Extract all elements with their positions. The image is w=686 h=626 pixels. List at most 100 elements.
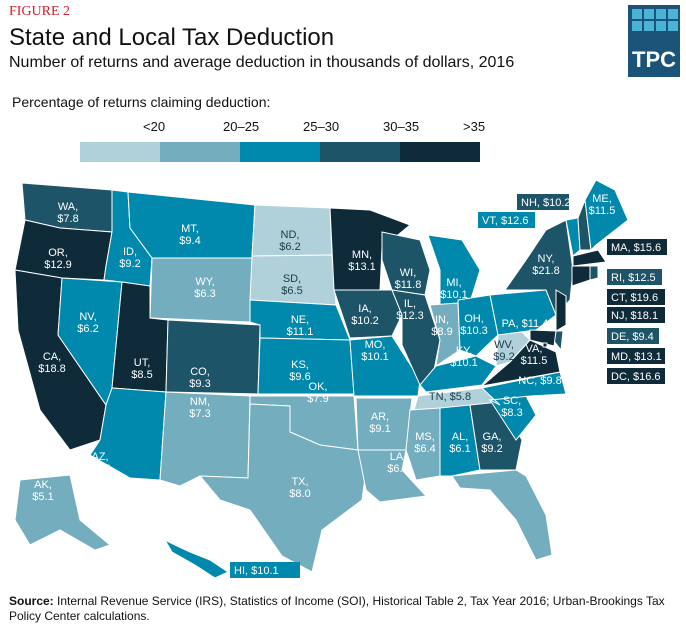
state-label-al: AL, $6.1 (449, 431, 470, 455)
state-label-oh: OH, $10.3 (460, 313, 488, 337)
callout-label-ma: MA, $15.6 (611, 242, 661, 254)
callout-label-hi: HI, $10.1 (234, 565, 279, 577)
state-label-in: IN, $8.9 (431, 314, 452, 338)
callout-box-ma (607, 239, 667, 255)
state-label-ny: NY, $21.8 (532, 253, 560, 277)
state-oh (457, 294, 499, 357)
state-label-ia: IA, $10.2 (351, 303, 379, 327)
state-tx (198, 403, 367, 573)
state-label-ut: UT, $8.5 (131, 357, 152, 381)
state-label-co: CO, $9.3 (189, 366, 210, 390)
state-in (429, 302, 461, 368)
callout-label-nj: NJ, $18.1 (611, 310, 658, 322)
state-ri (589, 265, 599, 281)
state-hi (163, 538, 230, 579)
callout-box-md (607, 348, 665, 364)
state-label-wi: WI, $11.8 (395, 267, 422, 291)
state-nj (555, 289, 567, 332)
state-label-sc: SC, $8.3 (501, 395, 522, 419)
tpc-logo: TPC (628, 5, 680, 77)
state-label-tx: TX, $8.0 (289, 476, 310, 500)
state-label-mt: MT, $9.4 (179, 223, 200, 247)
legend-label: 20–25 (223, 119, 260, 134)
state-label-va: VA, $11.5 (521, 343, 548, 367)
state-label-wa: WA, $7.8 (57, 201, 78, 225)
state-fl (451, 469, 553, 561)
state-label-fl: FL, $7.2 (539, 479, 560, 503)
state-label-nd: ND, $6.2 (279, 229, 300, 253)
state-label-mi: MI, $10.1 (440, 277, 468, 301)
logo-text: TPC (632, 47, 676, 72)
state-label-pa: PA, $11.4 (502, 318, 549, 330)
legend-label: 30–35 (383, 119, 420, 134)
callout-label-de: DE, $9.4 (611, 331, 654, 343)
figure-label: FIGURE 2 (9, 4, 71, 19)
state-ct (571, 265, 591, 287)
state-label-sd: SD, $6.5 (281, 273, 302, 297)
state-label-ar: AR, $9.1 (369, 411, 390, 435)
state-md (529, 329, 557, 347)
state-label-or: OR, $12.9 (44, 247, 72, 271)
chart-title: State and Local Tax Deduction (9, 24, 335, 51)
state-label-la: LA, $6.7 (387, 451, 408, 475)
callout-box-ct (607, 289, 665, 305)
callout-box-dc (607, 368, 665, 384)
callout-label-nh: NH, $10.2 (521, 197, 571, 209)
state-ms (405, 407, 441, 481)
legend-label: 25–30 (303, 119, 340, 134)
state-label-id: ID, $9.2 (119, 246, 140, 270)
callout-label-ct: CT, $19.6 (611, 292, 658, 304)
state-label-me: ME, $11.5 (589, 193, 616, 217)
source-text: Internal Revenue Service (IRS), Statisti… (9, 594, 665, 623)
us-map: WA, $7.8 OR, $12.9 CA, $18.8 NV, $6.2 ID, $9.2 MT,… (14, 179, 667, 579)
source-note: Source: Internal Revenue Service (IRS), … (9, 594, 679, 624)
state-ak (14, 474, 112, 551)
callout-box-vt (478, 212, 535, 228)
callout-box-de (607, 328, 659, 344)
state-label-az: AZ, $7.6 (89, 451, 110, 475)
source-label: Source: (9, 594, 54, 608)
legend-swatch (80, 142, 160, 162)
legend-label: >35 (463, 119, 486, 134)
state-ma (572, 249, 607, 267)
callout-box-nh (517, 194, 569, 210)
state-ia (333, 289, 403, 339)
state-label-ks: KS, $9.6 (289, 359, 310, 383)
legend-swatch (320, 142, 400, 162)
state-label-mn: MN, $13.1 (348, 249, 376, 273)
state-label-nv: NV, $6.2 (77, 311, 98, 335)
callout-label-dc: DC, $16.6 (611, 371, 661, 383)
state-label-ky: KY, $10.1 (450, 345, 478, 369)
callout-box-nj (607, 307, 665, 323)
state-label-tn: TN, $5.8 (429, 391, 471, 403)
callout-box-hi (230, 562, 300, 578)
state-label-ne: NE, $11.1 (287, 314, 314, 338)
state-al (439, 404, 481, 477)
state-label-wy: WY, $6.3 (194, 276, 215, 300)
state-label-nm: NM, $7.3 (189, 396, 210, 420)
state-mo (349, 335, 421, 397)
state-label-ak: AK, $5.1 (32, 479, 53, 503)
state-wv (495, 329, 531, 367)
state-label-ms: MS, $6.4 (414, 431, 435, 455)
callout-box-ri (607, 269, 662, 285)
state-co (165, 319, 261, 395)
legend-swatch (400, 142, 480, 162)
state-label-il: IL, $12.3 (396, 298, 424, 322)
callout-label-vt: VT, $12.6 (482, 215, 528, 227)
state-label-ok: OK, $7.9 (307, 381, 328, 405)
state-label-mo: MO, $10.1 (361, 339, 389, 363)
state-label-ga: GA, $9.2 (481, 431, 502, 455)
legend-title: Percentage of returns claiming deduction… (12, 94, 271, 110)
state-dc (542, 342, 548, 348)
state-pa (489, 289, 557, 336)
callout-label-md: MD, $13.1 (611, 351, 662, 363)
state-label-ca: CA, $18.8 (38, 351, 66, 375)
state-label-nc: NC, $9.8 (518, 375, 561, 387)
chart-subtitle: Number of returns and average deduction … (9, 54, 515, 71)
legend-swatch (160, 142, 240, 162)
state-label-wv: WV, $9.2 (493, 339, 514, 363)
legend-label: <20 (143, 119, 166, 134)
callout-label-ri: RI, $12.5 (611, 272, 656, 284)
